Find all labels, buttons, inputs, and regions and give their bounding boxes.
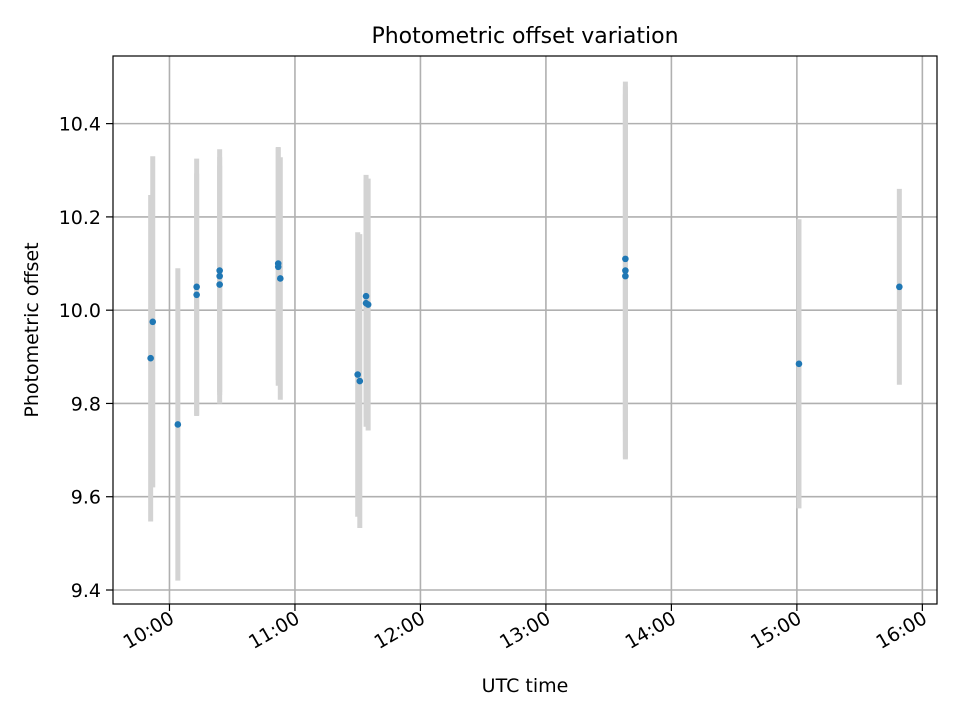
data-point xyxy=(193,283,200,291)
data-point xyxy=(362,292,370,300)
data-point xyxy=(795,360,803,368)
y-tick-label: 9.4 xyxy=(71,580,101,602)
data-point xyxy=(356,377,364,385)
data-point xyxy=(216,272,223,280)
data-point xyxy=(896,283,903,291)
y-tick-label: 9.8 xyxy=(71,393,101,415)
data-point xyxy=(147,354,154,362)
data-point xyxy=(364,301,372,308)
data-point xyxy=(274,263,282,271)
data-point xyxy=(622,272,629,280)
data-points xyxy=(147,255,903,428)
y-axis-ticks: 9.4 9.6 9.8 10.0 10.2 10.4 xyxy=(59,114,113,602)
data-point xyxy=(174,421,182,428)
plot-frame xyxy=(112,55,938,605)
data-point xyxy=(622,255,629,263)
data-point xyxy=(193,291,200,299)
chart-title: Photometric offset variation xyxy=(371,24,678,49)
data-point xyxy=(216,281,223,288)
x-axis-label: UTC time xyxy=(482,675,569,697)
y-tick-label: 10.2 xyxy=(59,207,101,229)
data-point xyxy=(277,275,284,282)
data-point xyxy=(149,318,157,326)
data-point xyxy=(216,267,223,274)
data-point xyxy=(622,267,629,274)
data-point xyxy=(354,371,361,378)
y-tick-label: 9.6 xyxy=(71,487,101,509)
y-tick-label: 10.0 xyxy=(59,300,101,322)
y-axis-label: Photometric offset xyxy=(21,242,43,417)
y-tick-label: 10.4 xyxy=(59,114,101,136)
